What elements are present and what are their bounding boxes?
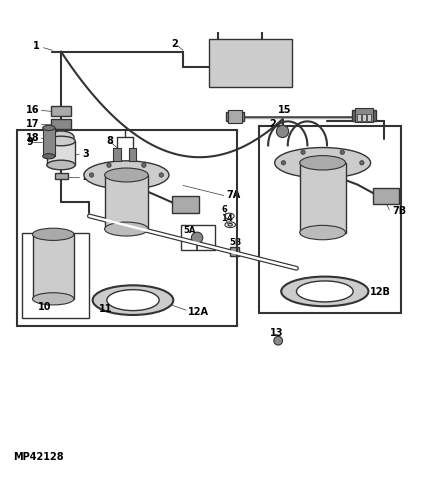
Bar — [105, 175, 148, 229]
Text: 7B: 7B — [392, 206, 406, 216]
Bar — [172, 196, 199, 213]
Text: 12B: 12B — [370, 288, 391, 298]
Text: 14: 14 — [221, 214, 233, 223]
Ellipse shape — [43, 126, 55, 130]
Bar — [51, 106, 71, 116]
Circle shape — [142, 163, 146, 168]
Ellipse shape — [43, 154, 55, 159]
Text: 16: 16 — [26, 106, 40, 116]
Circle shape — [276, 126, 289, 138]
Bar — [33, 234, 74, 299]
Circle shape — [301, 171, 305, 175]
Bar — [355, 108, 373, 122]
Bar — [129, 148, 136, 160]
Circle shape — [301, 150, 305, 154]
Ellipse shape — [107, 290, 159, 310]
Text: 1: 1 — [33, 42, 39, 51]
Ellipse shape — [296, 281, 353, 302]
Bar — [113, 148, 121, 160]
Circle shape — [191, 232, 203, 243]
Ellipse shape — [47, 160, 75, 170]
Circle shape — [340, 171, 344, 175]
Text: 4: 4 — [129, 202, 135, 211]
Circle shape — [281, 160, 286, 165]
Bar — [352, 110, 376, 120]
Ellipse shape — [32, 228, 74, 240]
Circle shape — [159, 173, 164, 177]
Circle shape — [107, 182, 111, 187]
Bar — [373, 188, 399, 204]
Bar — [17, 130, 237, 326]
Bar — [228, 110, 242, 123]
Bar — [181, 224, 215, 250]
Circle shape — [107, 163, 111, 168]
Text: 18: 18 — [26, 132, 40, 142]
Text: 15: 15 — [278, 106, 292, 116]
Text: 2: 2 — [269, 118, 276, 128]
Ellipse shape — [228, 224, 232, 226]
Ellipse shape — [281, 276, 368, 306]
Ellipse shape — [300, 156, 345, 170]
Bar — [300, 163, 346, 232]
Text: 5B: 5B — [229, 238, 241, 246]
Circle shape — [89, 173, 94, 177]
Circle shape — [340, 150, 344, 154]
Bar — [51, 119, 71, 129]
Circle shape — [142, 182, 146, 187]
Text: 17: 17 — [26, 120, 40, 130]
Ellipse shape — [105, 168, 148, 182]
Bar — [54, 173, 68, 179]
Bar — [226, 112, 244, 122]
Text: 2: 2 — [171, 39, 178, 49]
Bar — [209, 38, 292, 86]
Ellipse shape — [105, 222, 148, 236]
Bar — [367, 114, 371, 120]
Text: 3: 3 — [82, 149, 89, 159]
Text: 8: 8 — [107, 136, 114, 146]
Text: 5A: 5A — [183, 226, 195, 235]
Text: 10: 10 — [37, 302, 51, 312]
Ellipse shape — [32, 292, 74, 305]
Bar — [362, 114, 366, 120]
Circle shape — [274, 336, 283, 345]
Text: 11: 11 — [99, 304, 113, 314]
Text: 6: 6 — [221, 206, 227, 214]
Bar — [47, 141, 75, 165]
Text: 12A: 12A — [188, 307, 209, 317]
Ellipse shape — [92, 286, 174, 315]
Ellipse shape — [84, 161, 169, 189]
Text: 9: 9 — [26, 137, 33, 147]
Bar — [43, 128, 55, 156]
Circle shape — [360, 160, 364, 165]
Text: 13: 13 — [270, 328, 284, 338]
Bar — [22, 232, 89, 318]
Text: MP42128: MP42128 — [13, 452, 64, 462]
Bar — [230, 247, 239, 256]
Text: 7A: 7A — [227, 190, 241, 200]
Ellipse shape — [47, 136, 75, 146]
Bar — [259, 126, 401, 313]
Ellipse shape — [300, 226, 345, 240]
Ellipse shape — [48, 131, 74, 144]
Bar — [357, 114, 361, 120]
Ellipse shape — [275, 148, 371, 178]
Text: 2: 2 — [82, 172, 89, 182]
